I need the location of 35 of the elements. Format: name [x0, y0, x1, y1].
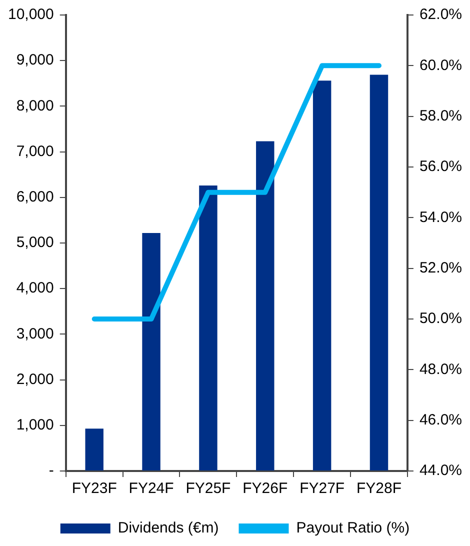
x-tick-label: FY27F: [300, 480, 345, 498]
y2-tick-label: 52.0%: [419, 259, 462, 276]
bar: [199, 186, 218, 470]
y-tick-label: 6,000: [16, 188, 54, 206]
y-tick-label: -: [48, 462, 54, 480]
bar: [256, 141, 274, 470]
y-tick-label: 2,000: [16, 370, 54, 388]
y2-tick-label: 48.0%: [419, 360, 462, 378]
x-tick-label: FY23F: [72, 480, 117, 498]
x-tick-label: FY24F: [128, 480, 174, 498]
x-tick-label: FY26F: [242, 480, 288, 498]
y2-tick-label: 56.0%: [419, 158, 462, 176]
y2-tick-label: 50.0%: [419, 310, 462, 328]
bar: [142, 232, 160, 470]
x-tick-label: FY25F: [186, 480, 231, 498]
bar: [85, 428, 104, 470]
y-tick-label: 9,000: [16, 52, 54, 69]
y2-tick-label: 60.0%: [419, 56, 462, 74]
x-tick-label: FY28F: [356, 480, 402, 498]
y-tick-label: 10,000: [8, 6, 54, 24]
y-tick-label: 8,000: [16, 97, 54, 114]
legend-label: Payout Ratio (%): [296, 520, 410, 537]
bar: [370, 74, 388, 470]
y-tick-label: 1,000: [16, 416, 54, 434]
y2-tick-label: 54.0%: [419, 208, 462, 226]
y2-tick-label: 44.0%: [419, 462, 462, 480]
y-tick-label: 7,000: [16, 142, 54, 160]
legend-label: Dividends (€m): [118, 520, 219, 537]
y-tick-label: 5,000: [16, 234, 54, 252]
y-tick-label: 4,000: [16, 280, 54, 297]
bar: [312, 80, 332, 470]
y2-tick-label: 46.0%: [419, 411, 462, 428]
y2-tick-label: 62.0%: [419, 6, 462, 24]
y-tick-label: 3,000: [16, 325, 54, 342]
y2-tick-label: 58.0%: [419, 107, 462, 124]
